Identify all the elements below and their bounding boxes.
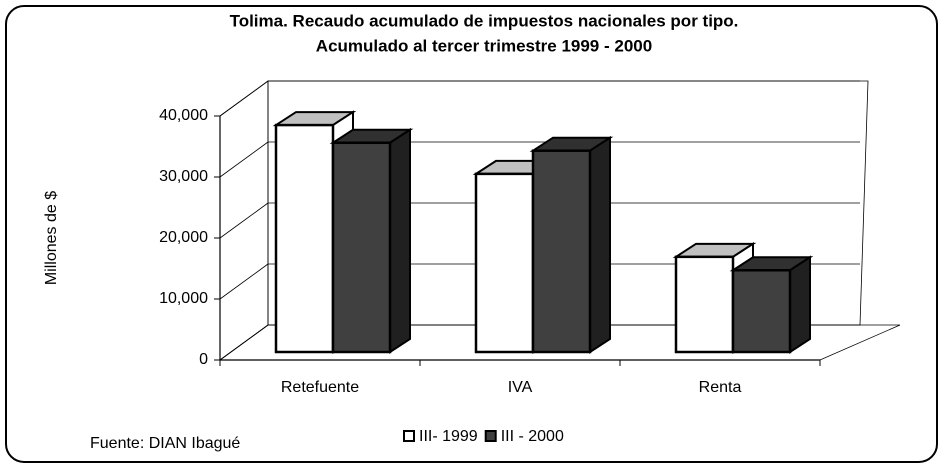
chart-border [5,5,938,463]
legend-label: III- 1999 [419,428,478,445]
bar-side [389,127,411,354]
grid-line [219,324,269,361]
y-axis-label: Millones de $ [43,191,60,285]
chart-title: Tolima. Recaudo acumulado de impuestos n… [230,11,739,30]
legend-swatch [403,430,415,442]
grid-line [219,202,269,239]
bar [731,269,792,354]
grid-line [219,141,269,178]
legend-label: III - 2000 [501,428,564,445]
y-tick-label: 0 [199,351,208,368]
chart-title: Acumulado al tercer trimestre 1999 - 200… [316,36,652,55]
grid-line [219,263,269,300]
grid-line [219,80,269,117]
y-tick-label: 30,000 [159,168,208,185]
bar-side [789,255,811,354]
bar [474,172,535,354]
x-tick-label: Retefuente [281,379,359,396]
y-tick-label: 40,000 [159,107,208,124]
legend-swatch [484,430,497,442]
bar [331,141,392,354]
bar-side [589,135,611,354]
bar [674,255,735,354]
y-tick-label: 20,000 [159,229,208,246]
y-tick-label: 10,000 [159,290,208,307]
source-note: Fuente: DIAN Ibagué [90,435,240,452]
x-tick-label: Renta [699,379,742,396]
bar [274,123,335,354]
bar [531,149,592,354]
x-tick-label: IVA [508,379,533,396]
